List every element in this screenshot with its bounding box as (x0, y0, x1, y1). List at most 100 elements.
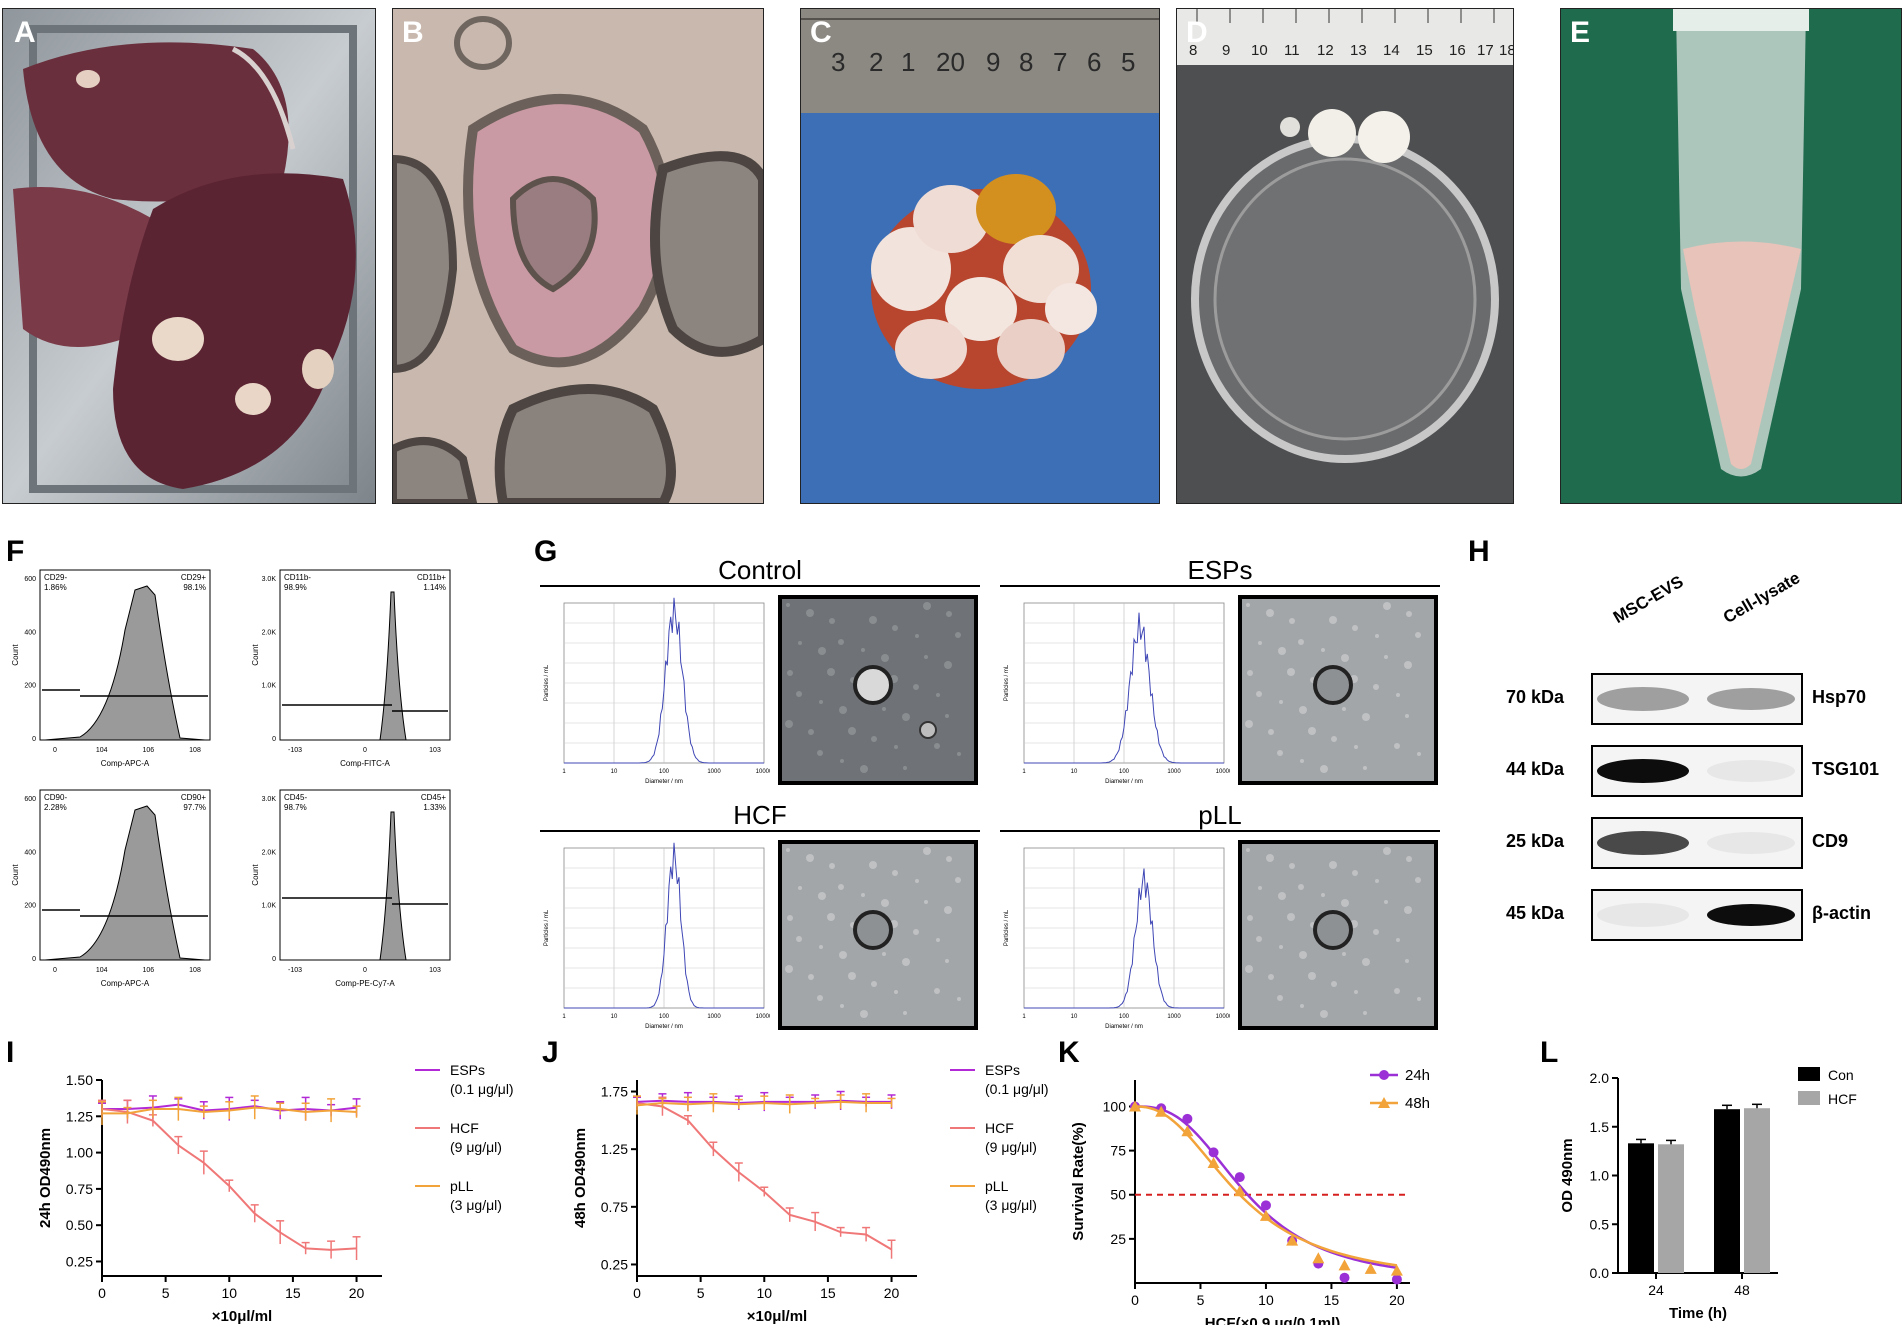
data-point-24h (1182, 1113, 1193, 1124)
wb-strip-frame (1591, 745, 1803, 797)
tem-image (1238, 840, 1438, 1030)
chart-k-survival-rate: 25 50 75 100 0 5 10 15 20 HCF(×0.9 μg/0.1ml) Survi… (1070, 1067, 1430, 1325)
nta-xtick: 100 (1119, 1014, 1130, 1020)
nta-xtick: 10000 (756, 769, 770, 775)
gate-right-pct: 1.14% (423, 583, 446, 592)
tem-background-particle (945, 714, 949, 718)
nta-plot: 1 10 100 1000 10000 Diameter / nm Particles / … (1004, 602, 1230, 785)
nta-xtick: 100 (659, 769, 670, 775)
flow-histogram: CD90-2.28% CD90+97.7% 600 400 200 0 Count 0 104 1… (11, 789, 211, 988)
tem-background-particle (945, 959, 949, 963)
fit-curve (1134, 1105, 1398, 1270)
photo-b-microscopy (392, 8, 764, 504)
x-tick-label: 0 (98, 1285, 106, 1301)
tem-background-particle (1417, 997, 1421, 1001)
tem-background-particle (1342, 952, 1346, 956)
panel-label-d: D (1186, 16, 1208, 49)
tem-background-particle (1404, 661, 1412, 669)
tem-background-particle (923, 847, 931, 855)
panel-label-a: A (14, 16, 36, 49)
tem-background-particle (946, 611, 952, 617)
wb-membrane-strip (1591, 745, 1803, 797)
legend-name: pLL (450, 1178, 474, 1194)
tem-vesicle (1313, 910, 1353, 950)
legend-marker (1379, 1070, 1389, 1080)
y-tick-label: 0.25 (601, 1256, 628, 1272)
tem-background-particle (817, 750, 823, 756)
nta-size-distribution (1024, 868, 1224, 1009)
flow-xlabel: Comp-APC-A (101, 979, 150, 988)
photo-c-cyst-cluster: 3 2 1 20 9 8 7 6 5 (800, 8, 1160, 504)
gate-left-name: CD45- (284, 793, 307, 802)
flow-ytick: 600 (24, 796, 36, 803)
gate-right-name: CD11b+ (417, 573, 446, 582)
wb-protein-label: β-actin (1812, 903, 1871, 923)
tem-background-particle (1362, 713, 1370, 721)
flow-xtick: 106 (142, 747, 154, 754)
tem-background-particle (860, 1010, 868, 1018)
tem-vesicle (853, 665, 893, 705)
tem-background-particle (1375, 879, 1379, 883)
wb-band-msc-evs (1597, 831, 1689, 855)
tem-background-particle (1287, 913, 1295, 921)
y-tick-label: 1.25 (66, 1108, 93, 1124)
data-point-48h (1155, 1105, 1168, 1117)
y-tick-label: 0.50 (66, 1217, 93, 1233)
y-axis-label: 48h OD490nm (572, 1128, 589, 1228)
tem-background-particle (955, 877, 961, 883)
wb-band-msc-evs (1597, 687, 1689, 711)
tem-background-particle (903, 1011, 907, 1015)
flow-histogram-fill (44, 805, 206, 961)
nta-xtick: 1 (1022, 1014, 1026, 1020)
tem-background-particle (1375, 634, 1379, 638)
nta-title-rule (1000, 830, 1440, 832)
x-tick-label: 0 (633, 1285, 641, 1301)
wb-protein-label: CD9 (1812, 831, 1849, 851)
nta-title: HCF (733, 800, 787, 830)
tem-background-particle (1394, 988, 1400, 994)
y-tick-label: 2.0 (1590, 1070, 1610, 1086)
tem-background-particle (848, 727, 856, 735)
tem-background-particle (1417, 752, 1421, 756)
tem-background-particle (892, 625, 898, 631)
tem-background-particle (785, 965, 793, 973)
panel-label-h: H (1468, 535, 1490, 568)
tem-background-particle (1341, 654, 1349, 662)
lane-label-cell-lysate: Cell-lysate (1720, 568, 1804, 628)
tem-background-particle (861, 893, 865, 897)
bar (1744, 1108, 1770, 1273)
flow-xlabel: Comp-FITC-A (340, 759, 390, 768)
panel-label-k: K (1058, 1036, 1080, 1069)
tem-background-particle (1245, 720, 1253, 728)
tem-background-particle (902, 958, 910, 966)
wb-kda-label: 45 kDa (1506, 903, 1565, 923)
tem-background-particle (1329, 861, 1337, 869)
flow-ytick: 3.0K (262, 576, 277, 583)
data-point-48h (1390, 1264, 1403, 1276)
legend-name: Con (1828, 1067, 1854, 1083)
tem-background-particle (839, 706, 847, 714)
tem-background-particle (1404, 906, 1412, 914)
tem-background-particle (923, 602, 931, 610)
y-tick-label: 50 (1110, 1187, 1126, 1203)
tem-background-particle (1354, 990, 1358, 994)
tem-background-particle (881, 899, 889, 907)
flow-xtick: 108 (189, 967, 201, 974)
tem-background-particle (1341, 899, 1349, 907)
tem-background-particle (913, 929, 919, 935)
tem-background-particle (1300, 759, 1304, 763)
tem-background-particle (869, 861, 877, 869)
tem-image (778, 840, 978, 1030)
tem-background-particle (934, 988, 940, 994)
x-tick-label: 24 (1648, 1282, 1664, 1298)
flow-xtick: 106 (142, 967, 154, 974)
flow-xtick: 0 (53, 747, 57, 754)
nta-plot: 1 10 100 1000 10000 Diameter / nm Particles / … (544, 842, 770, 1030)
tem-background-particle (1246, 603, 1250, 607)
flow-ylabel: Count (251, 864, 260, 886)
tem-background-particle (848, 972, 856, 980)
nta-xtick: 10 (611, 769, 618, 775)
y-tick-label: 1.00 (66, 1145, 93, 1161)
tem-background-particle (871, 736, 877, 742)
nta-ylabel: Particles / mL (544, 909, 550, 946)
